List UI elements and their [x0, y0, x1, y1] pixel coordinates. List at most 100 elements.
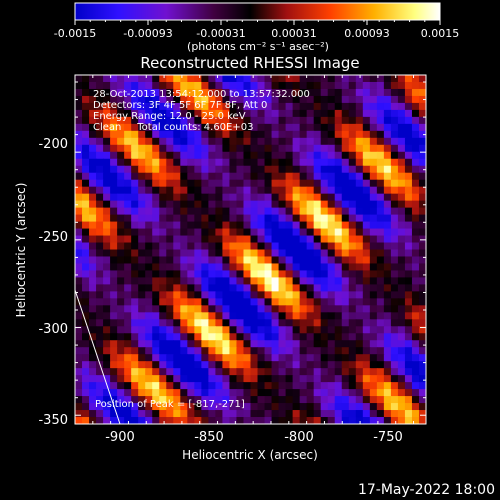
heatmap-cell — [243, 256, 252, 265]
heatmap-cell — [257, 249, 266, 258]
heatmap-cell — [110, 207, 118, 216]
heatmap-cell — [131, 368, 139, 376]
heatmap-cell — [215, 88, 224, 97]
heatmap-cell — [103, 228, 111, 237]
heatmap-cell — [173, 207, 181, 216]
heatmap-cell — [208, 389, 216, 397]
heatmap-cell — [166, 284, 174, 292]
heatmap-cell — [110, 410, 118, 418]
heatmap-cell — [369, 102, 378, 111]
heatmap-cell — [313, 305, 322, 313]
heatmap-cell — [89, 172, 97, 181]
heatmap-cell — [271, 228, 280, 237]
heatmap-cell — [257, 214, 266, 223]
heatmap-cell — [320, 158, 329, 167]
heatmap-cell — [229, 382, 238, 390]
heatmap-cell — [75, 291, 83, 299]
heatmap-cell — [320, 298, 329, 306]
heatmap-cell — [75, 305, 83, 313]
heatmap-cell — [313, 81, 322, 90]
heatmap-cell — [369, 214, 378, 223]
heatmap-cell — [383, 382, 392, 390]
heatmap-cell — [327, 207, 336, 216]
heatmap-cell — [397, 277, 406, 285]
heatmap-cell — [152, 340, 160, 348]
heatmap-cell — [411, 151, 420, 160]
heatmap-cell — [243, 116, 252, 125]
heatmap-cell — [271, 249, 280, 258]
heatmap-cell — [341, 75, 350, 83]
heatmap-cell — [271, 277, 280, 285]
heatmap-cell — [278, 221, 287, 230]
heatmap-cell — [187, 291, 195, 299]
heatmap-cell — [397, 137, 406, 146]
heatmap-cell — [376, 75, 385, 83]
heatmap-cell — [75, 151, 83, 160]
heatmap-cell — [411, 130, 420, 139]
heatmap-cell — [103, 75, 111, 83]
heatmap-cell — [145, 347, 153, 355]
heatmap-cell — [397, 200, 406, 209]
heatmap-cell — [229, 249, 238, 258]
heatmap-cell — [229, 284, 238, 292]
heatmap-cell — [222, 333, 231, 341]
heatmap-cell — [250, 270, 259, 279]
heatmap-cell — [166, 235, 174, 244]
heatmap-cell — [306, 312, 315, 320]
heatmap-cell — [404, 340, 413, 348]
heatmap-cell — [285, 193, 294, 202]
heatmap-cell — [362, 347, 371, 355]
heatmap-cell — [138, 249, 146, 258]
heatmap-cell — [138, 165, 146, 174]
heatmap-cell — [264, 249, 273, 258]
heatmap-cell — [89, 81, 97, 90]
heatmap-cell — [362, 382, 371, 390]
heatmap-cell — [313, 172, 322, 181]
heatmap-cell — [285, 228, 294, 237]
heatmap-cell — [257, 410, 266, 418]
heatmap-cell — [110, 263, 118, 272]
heatmap-cell — [103, 277, 111, 285]
heatmap-cell — [264, 403, 273, 411]
heatmap-cell — [243, 375, 252, 383]
heatmap-cell — [229, 340, 238, 348]
heatmap-cell — [383, 361, 392, 369]
heatmap-cell — [124, 75, 132, 83]
y-tick-label-3: -350 — [38, 413, 68, 428]
heatmap-cell — [96, 75, 104, 83]
heatmap-cell — [103, 137, 111, 146]
heatmap-cell — [383, 88, 392, 97]
heatmap-cell — [299, 235, 308, 244]
heatmap-cell — [187, 151, 195, 160]
heatmap-cell — [96, 417, 104, 424]
heatmap-cell — [145, 193, 153, 202]
heatmap-cell — [383, 305, 392, 313]
heatmap-cell — [355, 228, 364, 237]
heatmap-cell — [124, 270, 132, 279]
heatmap-cell — [390, 382, 399, 390]
heatmap-cell — [215, 151, 224, 160]
heatmap-cell — [75, 172, 83, 181]
heatmap-cell — [327, 102, 336, 111]
heatmap-cell — [383, 410, 392, 418]
heatmap-cell — [299, 165, 308, 174]
heatmap-cell — [250, 144, 259, 153]
heatmap-cell — [159, 116, 167, 125]
heatmap-cell — [397, 291, 406, 299]
heatmap-cell — [292, 130, 301, 139]
heatmap-cell — [138, 95, 146, 104]
heatmap-cell — [117, 186, 125, 195]
heatmap-cell — [341, 389, 350, 397]
heatmap-cell — [376, 375, 385, 383]
heatmap-cell — [159, 382, 167, 390]
heatmap-cell — [187, 389, 195, 397]
heatmap-cell — [376, 312, 385, 320]
heatmap-cell — [285, 396, 294, 404]
heatmap-cell — [362, 277, 371, 285]
heatmap-cell — [75, 326, 83, 334]
heatmap-cell — [257, 312, 266, 320]
heatmap-cell — [418, 116, 426, 125]
heatmap-cell — [376, 389, 385, 397]
heatmap-cell — [96, 347, 104, 355]
heatmap-cell — [369, 172, 378, 181]
